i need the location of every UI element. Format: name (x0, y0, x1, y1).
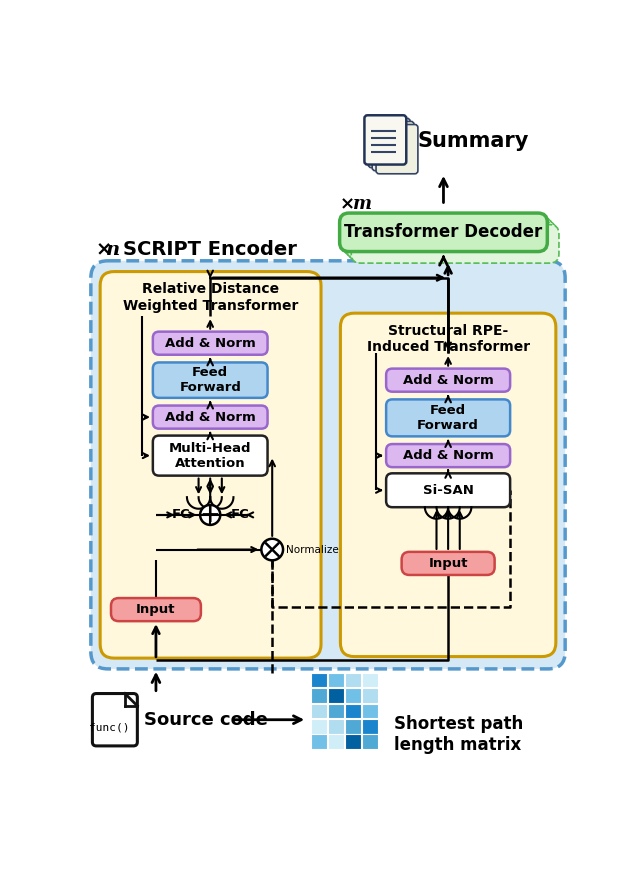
Bar (345, 734, 362, 749)
Text: Feed
Forward: Feed Forward (179, 366, 241, 394)
FancyBboxPatch shape (92, 693, 138, 746)
Bar (345, 673, 362, 687)
Text: Add & Norm: Add & Norm (165, 336, 255, 350)
FancyBboxPatch shape (153, 406, 268, 429)
FancyBboxPatch shape (349, 222, 557, 261)
Text: Source code: Source code (143, 711, 268, 729)
FancyBboxPatch shape (344, 218, 552, 256)
Text: FC: FC (230, 508, 249, 522)
Text: +: + (200, 503, 221, 527)
Bar (311, 673, 327, 687)
Text: n: n (106, 241, 120, 259)
FancyBboxPatch shape (386, 444, 510, 467)
FancyBboxPatch shape (386, 368, 510, 392)
Bar (345, 688, 362, 703)
Bar (328, 704, 344, 718)
Bar (328, 688, 344, 703)
Bar (345, 719, 362, 733)
Bar (345, 704, 362, 718)
Bar (328, 673, 344, 687)
Text: Feed
Forward: Feed Forward (417, 404, 479, 432)
FancyBboxPatch shape (386, 473, 510, 507)
Circle shape (261, 538, 283, 561)
Text: Multi-Head
Attention: Multi-Head Attention (169, 441, 252, 470)
Text: Si-SAN: Si-SAN (422, 484, 474, 497)
FancyBboxPatch shape (364, 116, 406, 165)
Text: FC: FC (172, 508, 190, 522)
Text: Input: Input (428, 557, 468, 570)
FancyBboxPatch shape (340, 213, 547, 252)
FancyBboxPatch shape (351, 224, 559, 263)
Bar (362, 704, 378, 718)
Circle shape (200, 505, 220, 525)
Text: Input: Input (136, 603, 176, 616)
FancyBboxPatch shape (91, 261, 565, 669)
FancyBboxPatch shape (340, 313, 556, 657)
FancyBboxPatch shape (347, 220, 554, 258)
Bar (311, 688, 327, 703)
Text: Structural RPE-
Induced Transformer: Structural RPE- Induced Transformer (367, 324, 530, 354)
Text: Add & Norm: Add & Norm (165, 410, 255, 424)
FancyBboxPatch shape (153, 332, 268, 355)
FancyBboxPatch shape (402, 552, 495, 575)
Bar (311, 704, 327, 718)
Text: Transformer Decoder: Transformer Decoder (344, 223, 543, 241)
Bar (311, 719, 327, 733)
Bar (362, 734, 378, 749)
Text: Add & Norm: Add & Norm (403, 374, 493, 386)
FancyBboxPatch shape (368, 118, 410, 167)
FancyBboxPatch shape (111, 598, 201, 621)
Text: func(): func() (89, 723, 130, 732)
Text: ×: × (95, 240, 112, 259)
FancyBboxPatch shape (100, 271, 321, 658)
Bar (362, 673, 378, 687)
Bar (362, 719, 378, 733)
Text: SCRIPT Encoder: SCRIPT Encoder (123, 240, 296, 259)
Text: ×: × (340, 195, 355, 214)
FancyBboxPatch shape (342, 215, 550, 254)
Text: Normalize: Normalize (286, 545, 339, 554)
Bar (362, 688, 378, 703)
Bar (328, 719, 344, 733)
FancyBboxPatch shape (153, 435, 268, 475)
Bar (311, 734, 327, 749)
Text: m: m (353, 195, 372, 214)
FancyBboxPatch shape (372, 121, 414, 171)
Text: Add & Norm: Add & Norm (403, 449, 493, 462)
Text: Relative Distance
Weighted Transformer: Relative Distance Weighted Transformer (122, 282, 298, 312)
Text: Summary: Summary (418, 131, 529, 150)
FancyBboxPatch shape (153, 362, 268, 398)
FancyBboxPatch shape (376, 125, 418, 174)
Bar (328, 734, 344, 749)
FancyBboxPatch shape (386, 400, 510, 436)
Text: Shortest path
length matrix: Shortest path length matrix (394, 715, 523, 754)
